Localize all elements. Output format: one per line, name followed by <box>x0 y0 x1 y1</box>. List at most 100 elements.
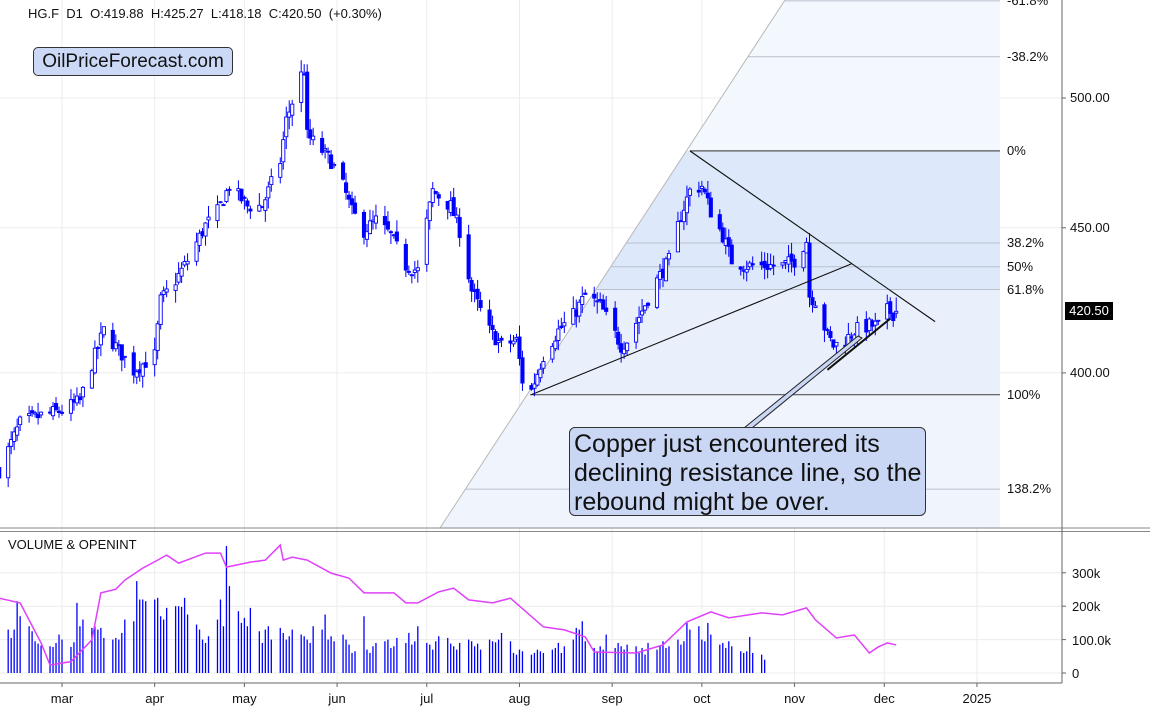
candle <box>30 406 35 417</box>
candle-body <box>550 345 555 360</box>
x-tick-label: apr <box>145 691 165 706</box>
candle-body <box>532 383 537 389</box>
candle <box>424 209 429 272</box>
candle <box>119 344 124 372</box>
fib-zone <box>686 0 1000 151</box>
candle-body <box>332 164 337 167</box>
candle <box>403 238 408 277</box>
candle-body <box>891 312 896 322</box>
candle-body <box>541 361 546 369</box>
candle <box>320 131 325 156</box>
candle <box>499 335 504 348</box>
candle <box>684 185 689 226</box>
candle <box>666 250 672 266</box>
candle-body <box>613 307 618 331</box>
candle <box>326 147 331 164</box>
candle <box>18 415 23 432</box>
candle <box>39 411 44 419</box>
candle-body <box>239 188 244 202</box>
candle-body <box>744 268 749 273</box>
candle-body <box>433 191 438 194</box>
open-interest-line <box>0 543 897 666</box>
candle-body <box>364 231 370 240</box>
candle-body <box>179 267 184 277</box>
candle <box>346 191 352 209</box>
candle-body <box>583 292 588 295</box>
candle <box>625 342 630 356</box>
candle <box>687 187 692 207</box>
candle <box>290 99 295 127</box>
candle-body <box>98 332 103 346</box>
candle-body <box>888 301 893 314</box>
candle <box>194 232 199 266</box>
candle <box>813 300 818 309</box>
candle-body <box>559 325 564 329</box>
candle-body <box>131 352 136 376</box>
candle-body <box>684 196 689 214</box>
candle <box>789 242 794 273</box>
x-tick-label: jul <box>420 691 434 706</box>
candle <box>511 335 516 347</box>
candle-body <box>645 302 651 306</box>
candle-body <box>30 410 35 414</box>
candle <box>663 256 669 282</box>
candle <box>143 351 148 368</box>
candle-body <box>227 188 232 191</box>
candle <box>155 320 160 360</box>
candle-body <box>592 293 597 299</box>
ohlc-close: C:420.50 <box>268 6 322 21</box>
candle-body <box>604 307 609 312</box>
candle-body <box>18 416 23 426</box>
candle <box>538 363 543 383</box>
candle <box>299 60 304 113</box>
candle-body <box>717 214 722 230</box>
candle-body <box>616 331 621 345</box>
candle-body <box>622 348 627 355</box>
candle <box>101 326 106 338</box>
candle-body <box>424 217 429 265</box>
candle <box>344 172 349 200</box>
candle-body <box>176 272 181 283</box>
y-tick-label: 400.00 <box>1070 365 1110 380</box>
candle-body <box>320 137 325 153</box>
candle-body <box>562 322 567 327</box>
candle <box>583 289 588 295</box>
candle <box>239 188 244 204</box>
candle <box>577 299 582 323</box>
candle <box>604 296 609 316</box>
candle <box>490 315 495 340</box>
candle <box>9 431 14 455</box>
candle-body <box>197 232 202 246</box>
candle-body <box>577 301 582 317</box>
candle-body <box>625 342 630 352</box>
candle-body <box>780 262 785 266</box>
candle <box>807 233 812 308</box>
candle-body <box>475 288 480 300</box>
candle <box>56 406 62 418</box>
candle <box>532 373 537 397</box>
candle-body <box>349 198 355 206</box>
candle-body <box>687 188 692 196</box>
candle-body <box>601 299 606 310</box>
x-tick-label: may <box>232 691 257 706</box>
candle <box>50 402 56 420</box>
candle <box>53 397 59 412</box>
candle-body <box>708 197 713 218</box>
candle-body <box>810 297 815 306</box>
candle-body <box>705 192 710 199</box>
candle <box>74 387 79 406</box>
candle <box>645 301 651 309</box>
candle <box>768 253 773 271</box>
candle <box>559 317 564 330</box>
candle <box>738 266 743 276</box>
candle <box>385 211 390 232</box>
candle-body <box>278 162 283 178</box>
candle <box>496 332 501 354</box>
candle-body <box>218 201 223 204</box>
candle <box>140 362 145 388</box>
volume-tick-label: 100.0k <box>1072 633 1112 648</box>
candle <box>179 262 184 284</box>
candle-body <box>726 237 731 247</box>
candle <box>640 298 645 323</box>
candle-body <box>553 340 558 350</box>
